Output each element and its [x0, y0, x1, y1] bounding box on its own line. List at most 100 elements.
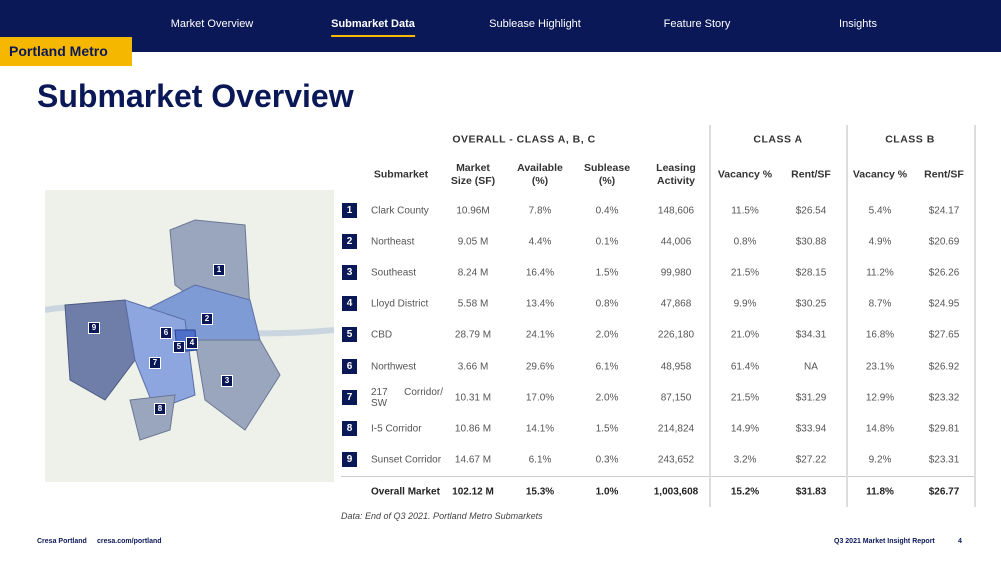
table-cell: 21.5% — [730, 392, 760, 404]
table-cell: 12.9% — [865, 392, 895, 404]
table-cell: 1.5% — [595, 423, 619, 435]
row-number: 1 — [342, 203, 357, 218]
row-number: 3 — [342, 265, 357, 281]
group-header: CLASS B — [885, 133, 935, 146]
table-cell: 6.1% — [595, 361, 619, 372]
table-cell: 14.9% — [730, 423, 760, 435]
submarket-name: Northwest — [371, 361, 417, 372]
nav-link[interactable]: Sublease Highlight — [489, 18, 581, 30]
total-cell: $31.83 — [795, 486, 827, 498]
nav-link[interactable]: Feature Story — [663, 18, 731, 30]
column-divider — [974, 125, 976, 507]
row-number: 5 — [342, 327, 357, 343]
table-cell: 0.8% — [733, 236, 757, 248]
column-header: Submarket — [373, 168, 429, 181]
row-number: 7 — [342, 389, 357, 405]
table-cell: 44,006 — [660, 236, 692, 248]
table-cell: 16.4% — [525, 267, 555, 279]
table-cell: 243,652 — [657, 454, 695, 466]
map-label: 8 — [154, 403, 166, 415]
submarket-map — [45, 190, 334, 482]
submarket-name: Sunset Corridor — [371, 454, 442, 466]
nav-link[interactable]: Submarket Data — [331, 18, 415, 37]
table-cell: 29.6% — [525, 361, 555, 372]
table-cell: 9.05 M — [457, 236, 489, 248]
table-cell: $20.69 — [928, 236, 960, 248]
table-cell: 17.0% — [525, 392, 555, 404]
table-cell: 28.79 M — [454, 329, 492, 341]
nav-link[interactable]: Market Overview — [170, 18, 254, 30]
table-cell: 14.1% — [525, 423, 555, 435]
table-cell: 61.4% — [730, 361, 760, 372]
table-cell: 8.24 M — [457, 267, 489, 279]
region-badge: Portland Metro — [0, 37, 132, 66]
nav-bar: Market Overview Submarket Data Sublease Hi… — [0, 0, 1001, 52]
table-cell: 10.86 M — [454, 423, 492, 435]
table-cell: 148,606 — [657, 205, 695, 217]
submarket-name: Clark County — [371, 205, 429, 217]
table-cell: 16.8% — [865, 329, 895, 341]
group-header: CLASS A — [753, 133, 803, 146]
table-cell: $33.94 — [795, 423, 827, 435]
footer-company: Cresa Portland — [37, 538, 87, 545]
table-cell: 4.4% — [528, 236, 552, 248]
column-header: Market Size (SF) — [450, 162, 496, 187]
nav-link[interactable]: Insights — [839, 18, 877, 30]
row-number: 9 — [342, 451, 357, 467]
table-cell: $31.29 — [795, 392, 827, 404]
row-number: 8 — [342, 420, 357, 436]
table-cell: $28.15 — [795, 267, 827, 279]
total-cell: $26.77 — [928, 486, 960, 498]
footer-report: Q3 2021 Market Insight Report — [834, 538, 935, 545]
submarket-name: 217 Corridor/ SW — [371, 386, 443, 409]
table-cell: 48,958 — [660, 361, 692, 372]
table-cell: 0.4% — [595, 205, 619, 217]
column-header: Vacancy % — [717, 168, 773, 181]
table-cell: 214,824 — [657, 423, 695, 435]
map-label: 4 — [186, 337, 198, 349]
submarket-name: I-5 Corridor — [371, 423, 422, 435]
group-header: OVERALL - CLASS A, B, C — [452, 133, 596, 146]
column-header: Sublease (%) — [583, 162, 631, 187]
table-cell: 14.8% — [865, 423, 895, 435]
table-cell: 5.58 M — [457, 298, 489, 310]
table-cell: 1.5% — [595, 267, 619, 279]
table-cell: 4.9% — [868, 236, 892, 248]
table-cell: 3.2% — [733, 454, 757, 466]
column-header: Available (%) — [517, 162, 563, 187]
table-cell: 21.5% — [730, 267, 760, 279]
column-header: Rent/SF — [924, 168, 964, 181]
total-cell: 1.0% — [595, 486, 619, 498]
table-cell: $27.65 — [928, 329, 960, 341]
table-cell: 0.3% — [595, 454, 619, 466]
table-cell: 47,868 — [660, 298, 692, 310]
table-cell: $30.25 — [795, 298, 827, 310]
table-cell: $23.31 — [928, 454, 960, 466]
submarket-name: CBD — [371, 329, 393, 341]
map-label: 5 — [173, 341, 185, 353]
table-cell: 21.0% — [730, 329, 760, 341]
table-cell: 10.31 M — [454, 392, 492, 404]
total-cell: 15.3% — [525, 486, 555, 498]
table-cell: 9.9% — [733, 298, 757, 310]
table-cell: 7.8% — [528, 205, 552, 217]
table-cell: 0.8% — [595, 298, 619, 310]
column-divider — [846, 125, 848, 507]
table-cell: 2.0% — [595, 392, 619, 404]
table-cell: 10.96M — [456, 205, 490, 217]
table-cell: 11.2% — [866, 267, 894, 279]
table-cell: $24.17 — [928, 205, 960, 217]
map-label: 3 — [221, 375, 233, 387]
table-cell: 14.67 M — [454, 454, 492, 466]
table-cell: 24.1% — [525, 329, 555, 341]
table-cell: 6.1% — [528, 454, 552, 466]
column-header: Vacancy % — [852, 168, 908, 181]
total-cell: 1,003,608 — [653, 486, 699, 498]
table-cell: 11.5% — [731, 205, 759, 217]
table-cell: 2.0% — [595, 329, 619, 341]
column-header: Rent/SF — [791, 168, 831, 181]
table-cell: $26.26 — [928, 267, 960, 279]
table-cell: $30.88 — [795, 236, 827, 248]
submarket-name: Southeast — [371, 267, 417, 279]
table-cell: 9.2% — [868, 454, 892, 466]
